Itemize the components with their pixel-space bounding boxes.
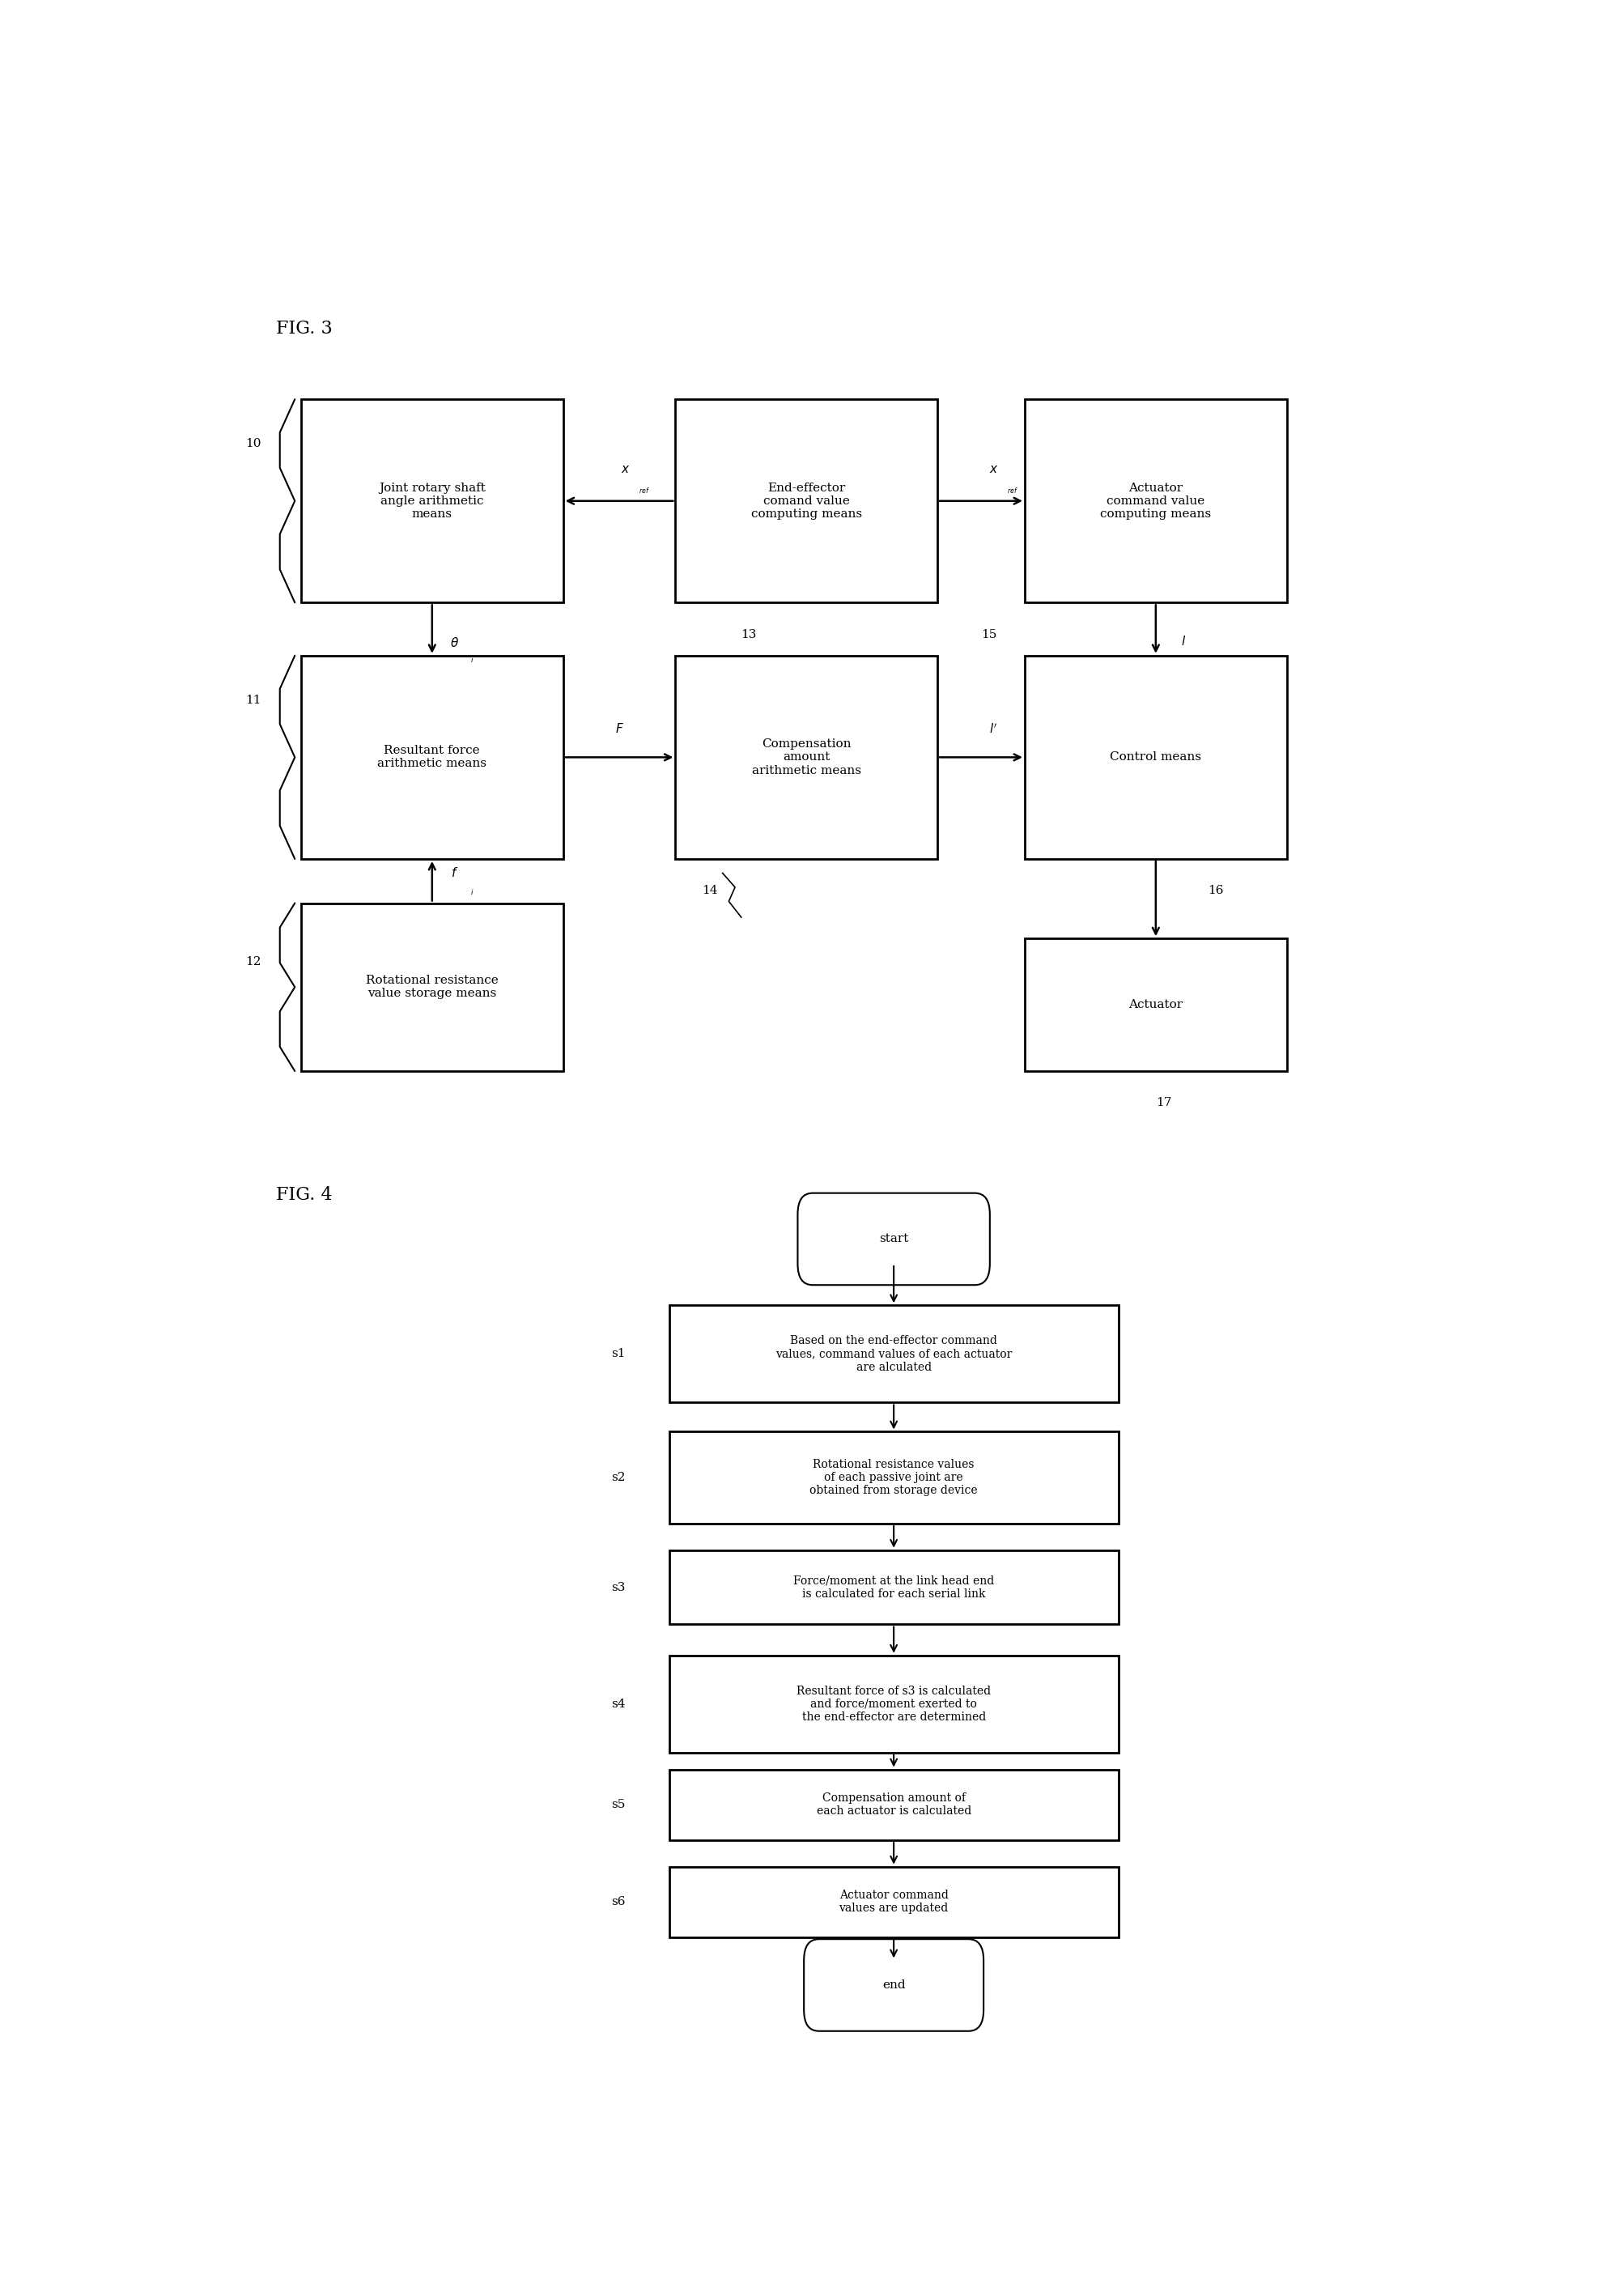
Text: Rotational resistance values
of each passive joint are
obtained from storage dev: Rotational resistance values of each pas… — [810, 1458, 977, 1497]
Text: s1: s1 — [612, 1348, 626, 1359]
Text: $l'$: $l'$ — [990, 723, 998, 735]
FancyBboxPatch shape — [1024, 400, 1286, 602]
FancyBboxPatch shape — [803, 1940, 984, 2032]
FancyBboxPatch shape — [301, 400, 563, 602]
Text: $x$: $x$ — [989, 464, 998, 475]
Text: FIG. 4: FIG. 4 — [277, 1187, 333, 1203]
Text: 13: 13 — [741, 629, 757, 641]
Text: End-effector
comand value
computing means: End-effector comand value computing mean… — [750, 482, 861, 519]
Text: Force/moment at the link head end
is calculated for each serial link: Force/moment at the link head end is cal… — [794, 1575, 995, 1600]
Text: 10: 10 — [246, 439, 261, 450]
Text: Resultant force
arithmetic means: Resultant force arithmetic means — [377, 746, 486, 769]
Text: 11: 11 — [246, 696, 261, 705]
Text: $x$: $x$ — [621, 464, 630, 475]
FancyBboxPatch shape — [670, 1550, 1119, 1626]
Text: $f$: $f$ — [451, 866, 459, 879]
FancyBboxPatch shape — [797, 1194, 990, 1286]
Text: s2: s2 — [612, 1472, 626, 1483]
Text: $F$: $F$ — [615, 723, 623, 735]
Text: Actuator command
values are updated: Actuator command values are updated — [839, 1890, 948, 1915]
Text: end: end — [882, 1979, 905, 1991]
Text: Resultant force of s3 is calculated
and force/moment exerted to
the end-effector: Resultant force of s3 is calculated and … — [797, 1685, 990, 1722]
FancyBboxPatch shape — [676, 400, 937, 602]
Text: s5: s5 — [612, 1800, 626, 1812]
Text: Rotational resistance
value storage means: Rotational resistance value storage mean… — [365, 976, 499, 999]
Text: Actuator
command value
computing means: Actuator command value computing means — [1100, 482, 1211, 519]
Text: $\theta$: $\theta$ — [451, 636, 459, 650]
FancyBboxPatch shape — [670, 1433, 1119, 1525]
Text: 16: 16 — [1208, 884, 1224, 895]
Text: 17: 17 — [1156, 1097, 1172, 1109]
FancyBboxPatch shape — [1024, 657, 1286, 859]
Text: Control means: Control means — [1109, 751, 1201, 762]
Text: start: start — [879, 1233, 908, 1244]
FancyBboxPatch shape — [676, 657, 937, 859]
Text: 12: 12 — [246, 955, 261, 967]
Text: $_{ref}$: $_{ref}$ — [1006, 487, 1018, 496]
FancyBboxPatch shape — [670, 1770, 1119, 1839]
FancyBboxPatch shape — [670, 1306, 1119, 1403]
Text: FIG. 3: FIG. 3 — [277, 319, 333, 338]
Text: s6: s6 — [612, 1896, 626, 1908]
Text: s4: s4 — [612, 1699, 626, 1711]
Text: $_{ref}$: $_{ref}$ — [639, 487, 650, 496]
FancyBboxPatch shape — [670, 1867, 1119, 1938]
Text: 14: 14 — [702, 884, 718, 895]
Text: Compensation amount of
each actuator is calculated: Compensation amount of each actuator is … — [816, 1793, 971, 1816]
Text: $_i$: $_i$ — [470, 886, 473, 895]
Text: $l$: $l$ — [1180, 636, 1185, 647]
FancyBboxPatch shape — [670, 1655, 1119, 1752]
Text: 15: 15 — [980, 629, 997, 641]
FancyBboxPatch shape — [1024, 939, 1286, 1070]
Text: Joint rotary shaft
angle arithmetic
means: Joint rotary shaft angle arithmetic mean… — [378, 482, 486, 519]
Text: s3: s3 — [612, 1582, 626, 1593]
FancyBboxPatch shape — [301, 902, 563, 1070]
Text: Compensation
amount
arithmetic means: Compensation amount arithmetic means — [752, 739, 861, 776]
FancyBboxPatch shape — [301, 657, 563, 859]
Text: $_i$: $_i$ — [470, 654, 473, 664]
Text: Actuator: Actuator — [1129, 999, 1183, 1010]
Text: Based on the end-effector command
values, command values of each actuator
are al: Based on the end-effector command values… — [776, 1336, 1013, 1373]
